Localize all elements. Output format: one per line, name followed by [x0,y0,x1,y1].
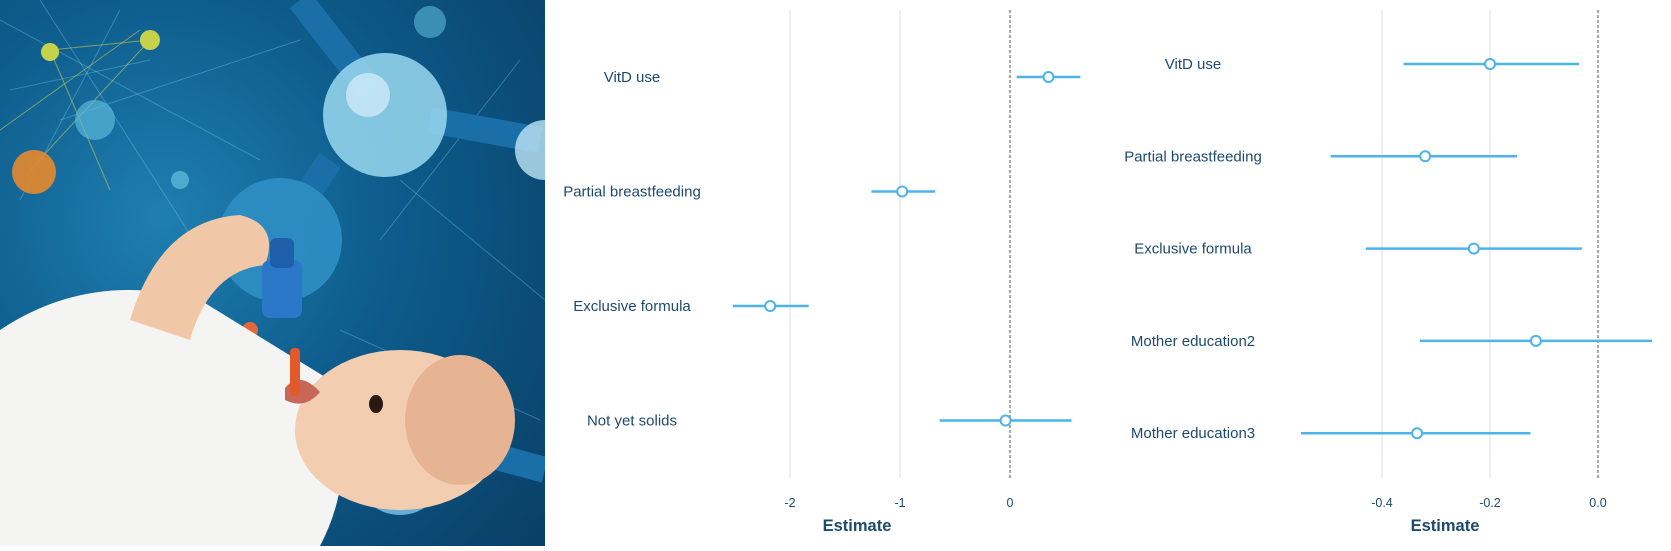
estimate-point [999,414,1012,427]
row-label: Partial breastfeeding [1124,148,1262,165]
estimate-point [1411,427,1424,440]
estimate-point [1484,58,1496,70]
x-tick-label: -2 [784,496,795,510]
x-tick-label: 0.0 [1589,496,1606,510]
forest-plots-svg: -2 -1 0 Estimate VitD use Partial breastfeedi… [563,10,1652,535]
row-label: Partial breastfeeding [563,184,701,201]
x-tick-label: -1 [894,496,905,510]
x-tick-label: -0.2 [1479,496,1501,510]
estimate-point [1467,242,1480,255]
row-label: Not yet solids [587,413,677,430]
estimate-point [896,185,909,198]
estimate-point [1042,71,1055,83]
forest-plot-panel: -2 -1 0 Estimate VitD use Partial breastfeedi… [545,0,1671,546]
molecule-network-illustration [0,0,545,546]
infant-vitamin-d-photo [0,0,545,546]
row-label: VitD use [604,69,660,86]
row-label: Exclusive formula [1134,241,1252,258]
row-label: Mother education3 [1131,425,1255,442]
estimate-point [764,300,777,312]
x-axis-title: Estimate [1411,517,1480,535]
x-axis-title: Estimate [823,517,892,535]
x-tick-label: -0.4 [1371,496,1393,510]
estimate-point [1529,334,1542,347]
row-label: Mother education2 [1131,333,1255,350]
row-label: Exclusive formula [573,298,691,315]
x-tick-label: 0 [1007,496,1014,510]
estimate-point [1419,150,1432,163]
row-label: VitD use [1165,56,1221,73]
